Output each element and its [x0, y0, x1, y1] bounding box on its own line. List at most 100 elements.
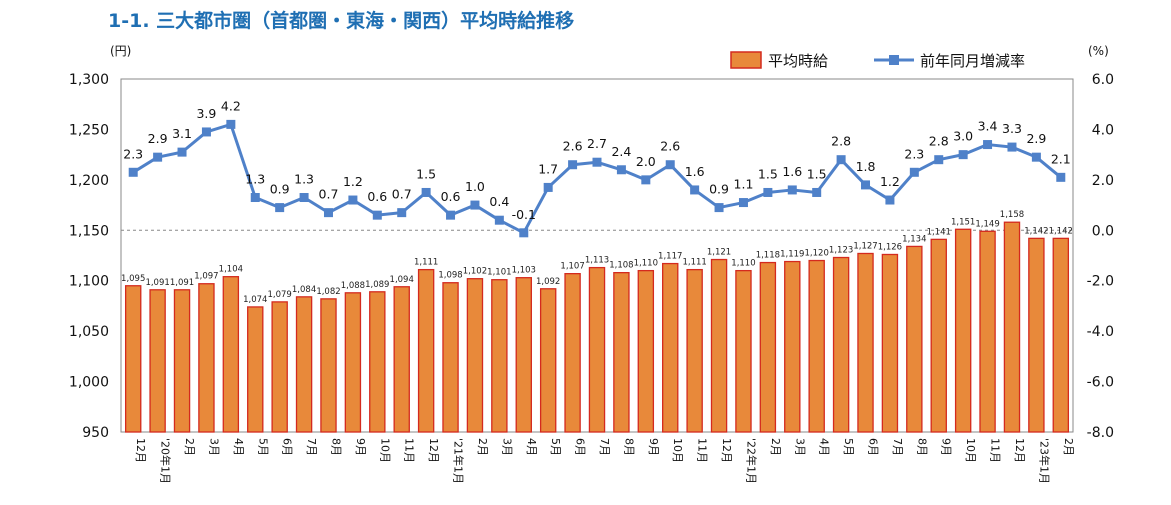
bar-data-label: 1,110: [731, 259, 755, 269]
bar: [686, 268, 703, 433]
bar-data-label: 1,141: [927, 227, 951, 237]
rate-data-label: 1.0: [465, 179, 485, 194]
bar-data-label: 1,089: [365, 280, 389, 290]
category-label: 4月: [232, 438, 245, 456]
rate-data-label: 1.5: [807, 166, 827, 181]
bar: [369, 291, 386, 433]
bar: [784, 260, 801, 433]
rate-data-label: 3.4: [978, 119, 998, 134]
rate-marker: [738, 198, 748, 208]
bar: [979, 230, 996, 433]
bar: [271, 301, 288, 433]
bar: [857, 252, 874, 433]
rate-data-label: 1.3: [245, 172, 265, 187]
bar: [881, 253, 899, 433]
bar-data-label: 1,111: [414, 258, 438, 268]
rate-marker: [153, 152, 163, 162]
rate-marker: [421, 187, 431, 197]
bar-data-label: 1,097: [194, 272, 218, 282]
rate-data-label: 1.6: [685, 164, 705, 179]
rate-marker: [690, 185, 700, 195]
right-tick-label: -6.0: [1087, 375, 1114, 391]
legend-line-label: 前年同月増減率: [920, 52, 1025, 70]
rate-marker: [299, 193, 309, 203]
category-label: 3月: [500, 438, 513, 456]
rate-data-label: 0.7: [392, 187, 412, 202]
chart-title: 1-1. 三大都市圏（首都圏・東海・関西）平均時給推移: [108, 10, 575, 32]
rate-data-label: 2.4: [611, 144, 631, 159]
rate-data-label: 1.3: [294, 172, 314, 187]
bar-data-label: 1,127: [853, 241, 877, 251]
rate-marker: [665, 160, 675, 170]
rate-marker: [446, 210, 456, 220]
rate-marker: [641, 175, 651, 185]
rate-marker: [763, 187, 773, 197]
rate-marker: [177, 147, 187, 157]
rate-data-label: 1.6: [782, 164, 802, 179]
rate-data-label: 2.6: [563, 139, 583, 154]
rate-data-label: 3.0: [953, 129, 973, 144]
category-label: 12月: [1013, 438, 1026, 463]
category-label: 2月: [769, 438, 782, 456]
bar: [491, 279, 508, 433]
bar-data-label: 1,094: [390, 275, 414, 285]
bar: [344, 292, 362, 433]
rate-marker: [934, 155, 944, 165]
bar: [832, 256, 850, 433]
bar-data-label: 1,107: [560, 262, 584, 272]
left-axis-unit: (円): [110, 44, 131, 58]
bar-data-label: 1,110: [634, 259, 658, 269]
right-tick-label: -2.0: [1087, 274, 1114, 290]
rate-marker: [1056, 172, 1066, 182]
rate-data-label: 1.5: [758, 166, 778, 181]
bar-data-label: 1,121: [707, 248, 731, 258]
rate-marker: [543, 182, 553, 192]
legend-line-marker: [889, 55, 899, 65]
rate-marker: [397, 208, 407, 218]
rate-data-label: 2.8: [831, 134, 851, 149]
bar: [442, 282, 459, 433]
category-label: '21年1月: [452, 438, 466, 484]
bar-data-label: 1,119: [780, 250, 804, 260]
bar: [710, 258, 728, 433]
bar-data-label: 1,149: [975, 219, 999, 229]
bar: [124, 285, 142, 433]
rate-marker: [494, 215, 504, 225]
bar: [295, 296, 313, 433]
rate-marker: [983, 140, 993, 150]
rate-data-label: 0.7: [319, 187, 339, 202]
category-label: 2月: [476, 438, 489, 456]
labels-layer: 1,095 1,091 1,0911,0971,1041,0741,0791,084…: [121, 98, 1073, 305]
bar: [247, 306, 264, 433]
bar: [930, 238, 947, 433]
category-label: 6月: [281, 438, 294, 456]
rate-data-label: 0.6: [441, 189, 461, 204]
rate-marker: [1031, 152, 1041, 162]
rate-marker: [372, 210, 382, 220]
legend-bar-label: 平均時給: [768, 52, 828, 70]
category-label: 10月: [378, 438, 391, 463]
rate-data-label: 0.6: [367, 189, 387, 204]
bar-data-label: 1,126: [878, 242, 902, 252]
bar-data-label: 1,118: [756, 251, 780, 261]
bar: [539, 288, 557, 433]
rate-marker: [348, 195, 358, 205]
rate-data-label: 3.1: [172, 126, 192, 141]
bar-data-label: 1,151: [951, 217, 975, 227]
bar-data-label: 1,103: [512, 266, 536, 276]
rate-data-label: 4.2: [221, 98, 241, 113]
category-label: 4月: [818, 438, 831, 456]
right-tick-label: 4.0: [1092, 122, 1114, 138]
rate-data-label: 1.5: [416, 166, 436, 181]
category-label: 5月: [842, 438, 855, 456]
category-label: 7月: [305, 438, 318, 456]
axis-layer: 950 1,000 1,050 1,100 1,150 1,200 1,250 1,300 -8…: [69, 72, 1114, 484]
category-label: 11月: [989, 438, 1002, 463]
category-label: 2月: [1062, 438, 1075, 456]
bar: [1028, 237, 1045, 433]
rate-marker: [226, 119, 236, 129]
bar: [466, 278, 484, 433]
bar-data-label: 1,117: [658, 252, 682, 262]
category-label: 12月: [427, 438, 440, 463]
category-label: 5月: [549, 438, 562, 456]
